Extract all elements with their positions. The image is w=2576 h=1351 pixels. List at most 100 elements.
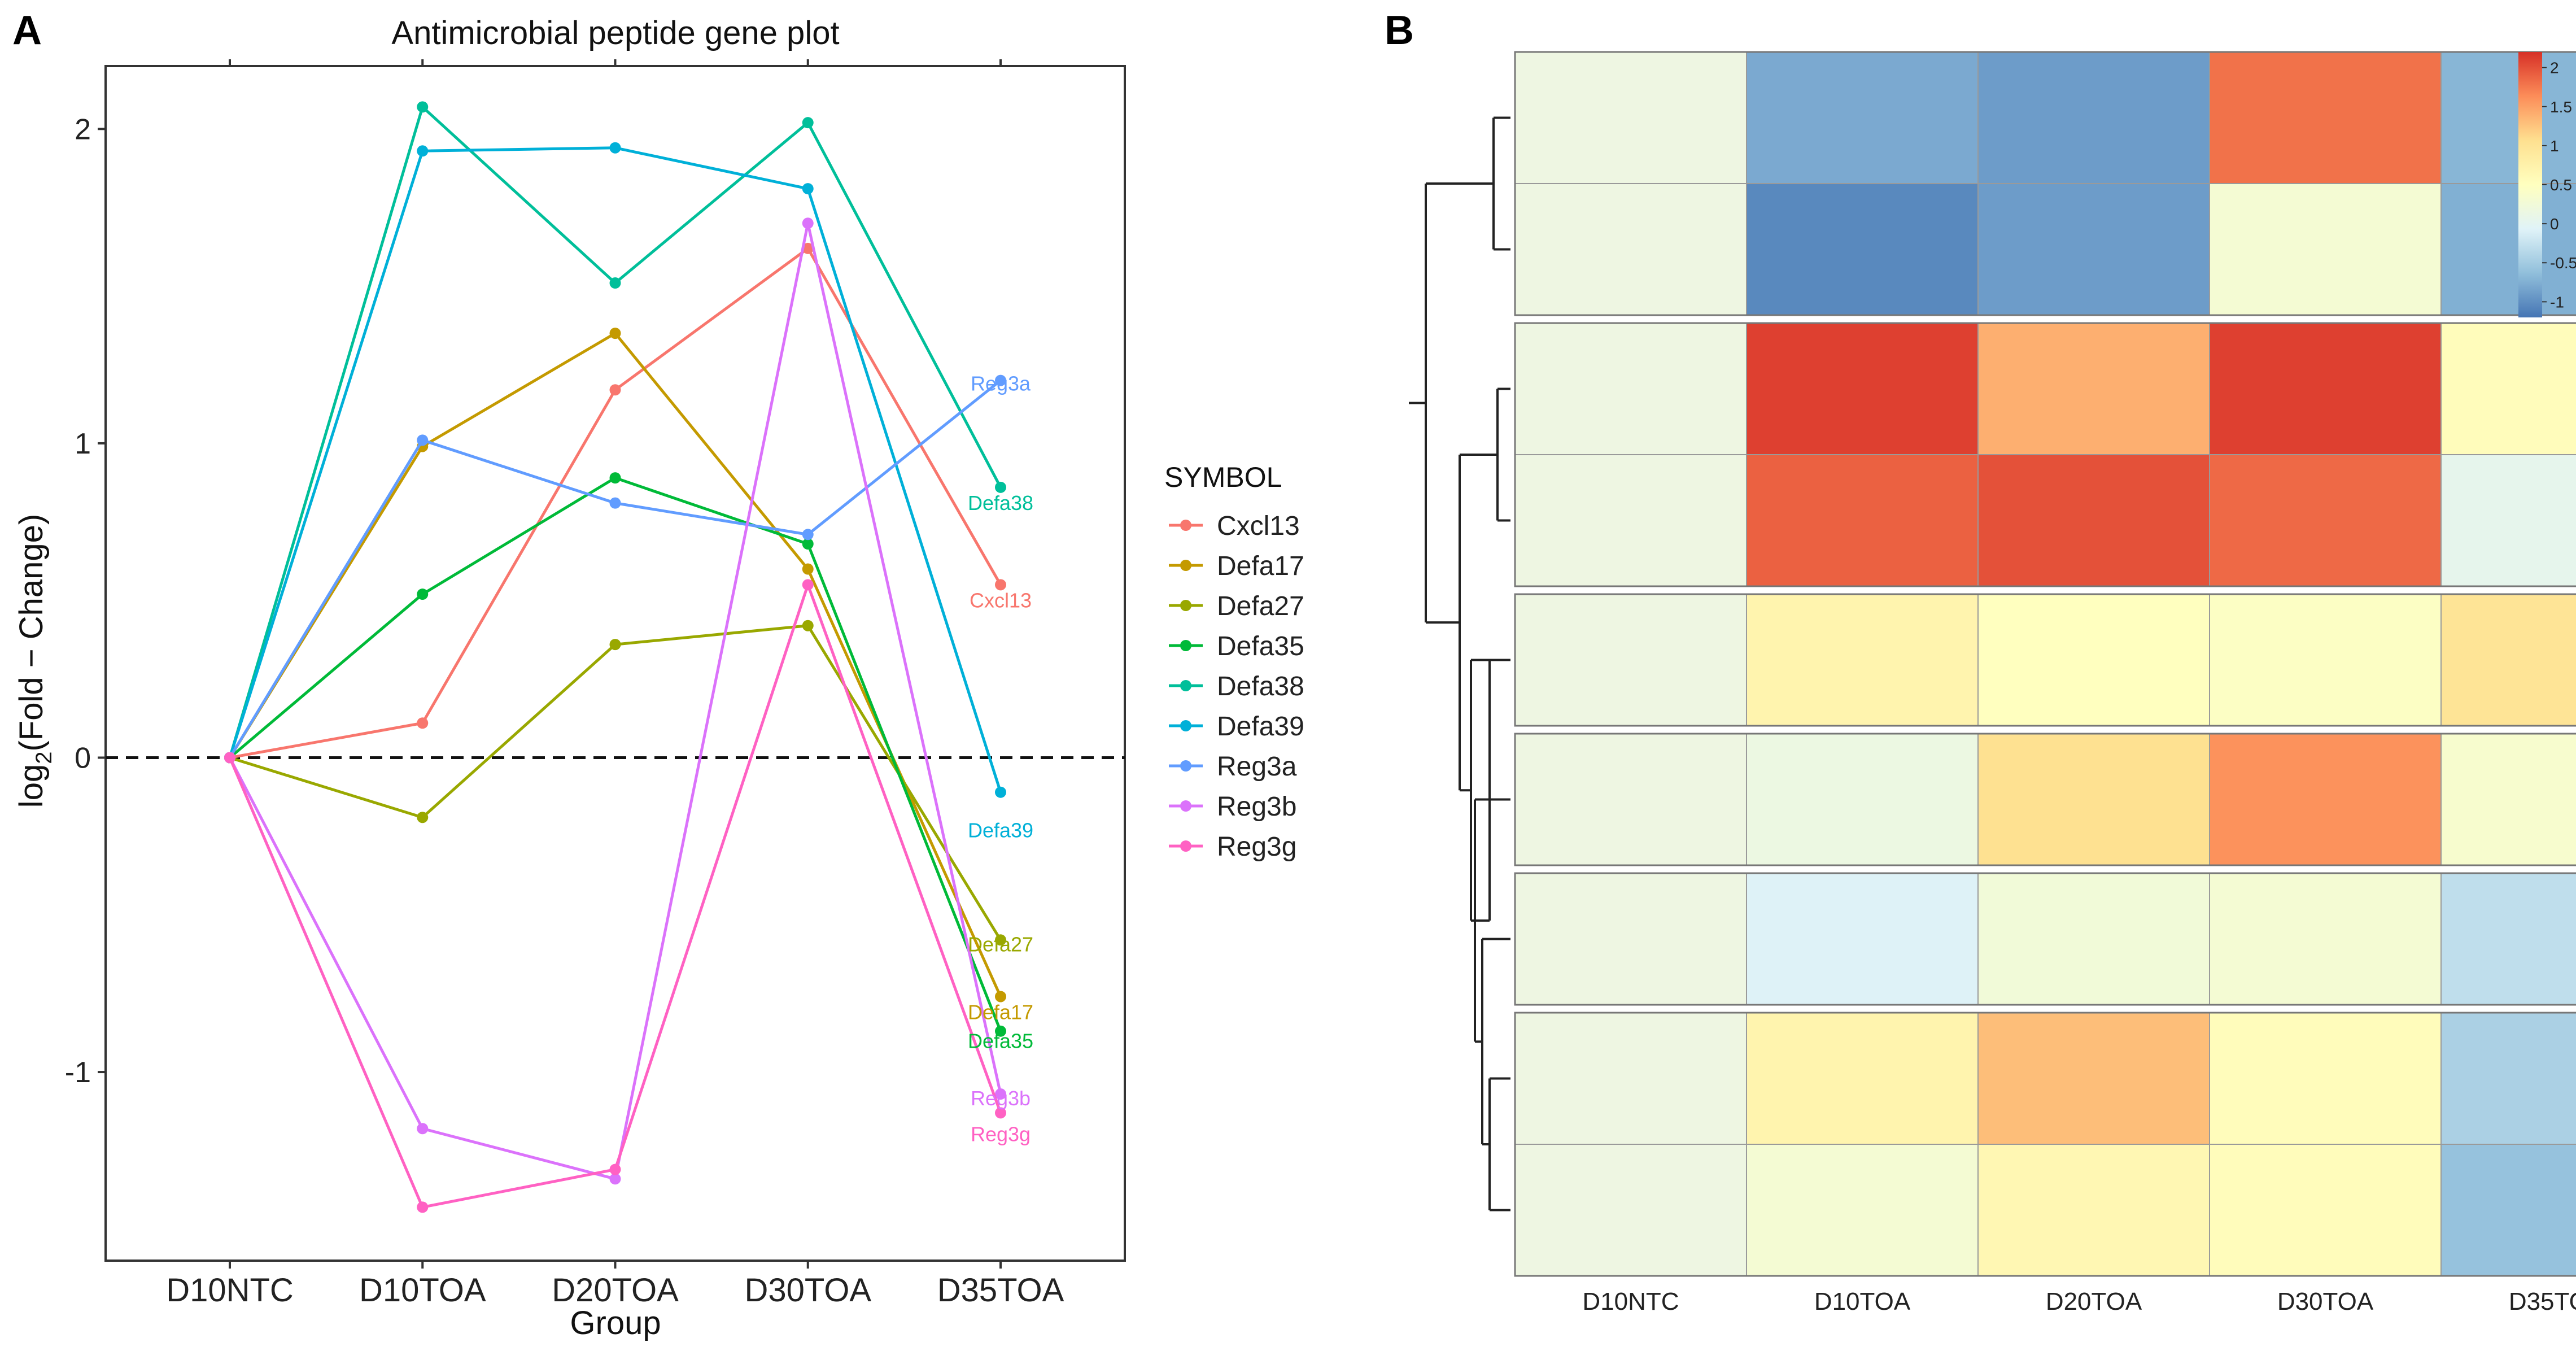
heatmap-cell <box>1514 51 1747 184</box>
data-point-defa35 <box>802 538 814 550</box>
data-point-reg3b <box>417 1123 429 1135</box>
heatmap-cell <box>2209 51 2442 184</box>
y-tick-label: 2 <box>75 113 91 146</box>
heatmap-cells <box>1514 51 2576 1277</box>
heatmap-cell <box>2440 873 2576 1005</box>
data-point-reg3g <box>802 579 814 591</box>
colorbar-tick-label: -0.5 <box>2550 254 2576 272</box>
x-tick-label: D10TOA <box>359 1272 486 1309</box>
data-point-defa27 <box>802 620 814 631</box>
y-axis-label-sub: 2 <box>32 752 56 764</box>
y-axis-label: log2(Fold − Change) <box>13 514 56 808</box>
data-point-cxcl13 <box>995 579 1006 591</box>
data-point-defa38 <box>802 117 814 129</box>
column-label: D20TOA <box>2046 1288 2142 1315</box>
y-tick-label: -1 <box>65 1056 91 1089</box>
data-point-reg3b <box>609 1173 621 1185</box>
data-point-defa39 <box>802 183 814 195</box>
data-point-defa38 <box>609 277 621 289</box>
end-label-defa17: Defa17 <box>968 1000 1033 1023</box>
heatmap-cell <box>2209 733 2442 866</box>
legend-key-dot <box>1180 640 1191 651</box>
line-chart-panel: A Antimicrobial peptide gene plot -1012 … <box>12 8 1304 1341</box>
legend-key-dot <box>1180 800 1191 812</box>
end-label-defa27: Defa27 <box>968 932 1033 956</box>
heatmap-cell <box>2440 594 2576 726</box>
data-point-reg3b <box>802 217 814 229</box>
column-label: D10TOA <box>1814 1288 1911 1315</box>
colorbar: 2 1.5 1 0.5 0 -0.5 -1 <box>2518 52 2576 317</box>
x-tick-label: D30TOA <box>744 1272 871 1309</box>
legend-key-dot <box>1180 520 1191 531</box>
data-point-defa27 <box>995 934 1006 946</box>
end-labels: Cxcl13 Defa17 Defa27 Defa35 Defa38 Defa39 Reg3… <box>968 372 1033 1146</box>
colorbar-gradient <box>2518 52 2542 317</box>
data-point-defa17 <box>802 563 814 575</box>
heatmap-group-border <box>1514 322 2576 587</box>
end-label-reg3a: Reg3a <box>971 372 1031 395</box>
column-labels: D10NTC D10TOA D20TOA D30TOA D35TOA <box>1582 1288 2576 1315</box>
data-point-defa39 <box>609 142 621 154</box>
heatmap-cell <box>1977 733 2210 866</box>
legend-label: Defa27 <box>1217 591 1304 621</box>
data-point-reg3a <box>609 497 621 509</box>
colorbar-tick-label: -1 <box>2550 293 2564 311</box>
heatmap-cell <box>2209 183 2442 316</box>
heatmap-cell <box>1977 594 2210 726</box>
legend-label: Reg3b <box>1217 792 1296 822</box>
heatmap-cell <box>2209 323 2442 455</box>
heatmap-cell <box>2440 1144 2576 1276</box>
legend: SYMBOL Cxcl13 Defa17 Defa27 Defa35 Defa38 Def… <box>1164 461 1304 862</box>
heatmap-cell <box>1514 1144 1747 1276</box>
heatmap-cell <box>1977 454 2210 587</box>
heatmap-cell <box>1977 1144 2210 1276</box>
legend-key-dot <box>1180 720 1191 731</box>
heatmap-panel: B Reg3bReg3gDefa38Defa39Reg3aCxcl13Defa2… <box>1385 8 2576 1315</box>
data-point-defa27 <box>417 812 429 823</box>
colorbar-tick-label: 1.5 <box>2550 98 2572 116</box>
x-tick-label: D20TOA <box>552 1272 679 1309</box>
heatmap-cell <box>1977 1012 2210 1145</box>
legend-key-dot <box>1180 760 1191 772</box>
data-point-defa35 <box>995 1025 1006 1037</box>
legend-label: Defa39 <box>1217 712 1304 742</box>
series-group <box>224 101 1006 1213</box>
colorbar-tick-label: 1 <box>2550 137 2559 155</box>
column-label: D35TOA <box>2509 1288 2576 1315</box>
heatmap-group-border <box>1514 1012 2576 1277</box>
heatmap-cell <box>2440 323 2576 455</box>
data-point-reg3g <box>417 1201 429 1213</box>
data-point-reg3g <box>224 752 235 764</box>
legend-key-dot <box>1180 600 1191 611</box>
data-point-reg3a <box>802 529 814 541</box>
end-label-cxcl13: Cxcl13 <box>970 589 1032 612</box>
data-point-defa38 <box>995 481 1006 493</box>
data-point-cxcl13 <box>609 384 621 396</box>
data-point-cxcl13 <box>417 717 429 729</box>
heatmap-cell <box>1746 1012 1979 1145</box>
data-point-defa39 <box>995 786 1006 798</box>
heatmap-group-border <box>1514 51 2576 316</box>
heatmap-cell <box>1977 51 2210 184</box>
data-point-defa39 <box>417 145 429 157</box>
heatmap-cell <box>2209 1012 2442 1145</box>
end-label-reg3g: Reg3g <box>971 1122 1031 1145</box>
panel-a-label: A <box>12 8 42 53</box>
column-label: D10NTC <box>1582 1288 1679 1315</box>
heatmap-cell <box>1746 733 1979 866</box>
heatmap-cell <box>1746 51 1979 184</box>
end-label-defa35: Defa35 <box>968 1030 1033 1053</box>
data-point-reg3g <box>609 1163 621 1175</box>
heatmap-group-border <box>1514 733 2576 866</box>
legend-label: Defa38 <box>1217 672 1304 701</box>
y-tick-label: 1 <box>75 428 91 460</box>
data-point-defa17 <box>995 991 1006 1003</box>
data-point-reg3g <box>995 1107 1006 1119</box>
data-point-reg3b <box>995 1088 1006 1100</box>
y-axis-label-main: log <box>13 764 50 808</box>
heatmap-group-border <box>1514 872 2576 1006</box>
heatmap-cell <box>1514 594 1747 726</box>
legend-key-dot <box>1180 680 1191 691</box>
heatmap-cell <box>1514 873 1747 1005</box>
